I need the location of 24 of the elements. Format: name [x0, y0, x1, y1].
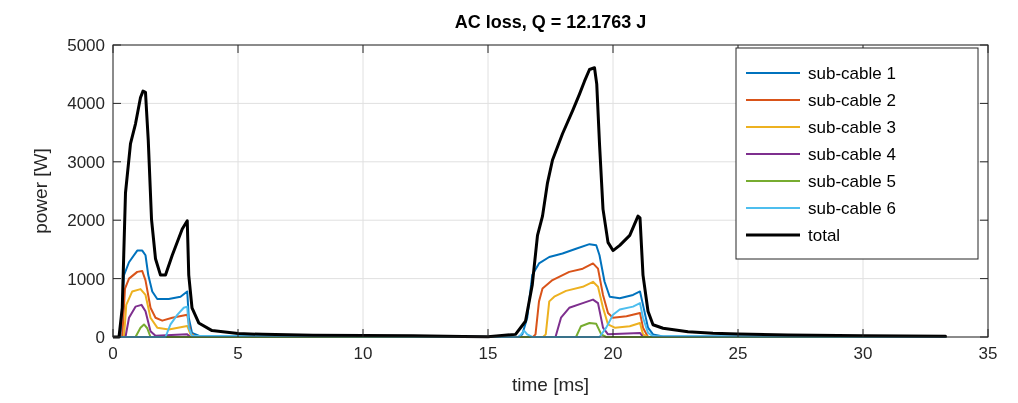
x-tick-label: 15	[478, 344, 498, 363]
y-tick-label: 5000	[67, 35, 105, 55]
x-axis-title: time [ms]	[511, 374, 590, 395]
x-tick-label: 10	[353, 344, 373, 363]
y-axis-title: power [W]	[30, 148, 51, 234]
legend-label: sub-cable 4	[808, 144, 896, 164]
legend-label: sub-cable 6	[808, 198, 896, 218]
x-tick-label: 20	[603, 344, 623, 363]
y-tick-label: 3000	[67, 152, 105, 172]
legend-label: sub-cable 2	[808, 90, 896, 110]
legend-label: total	[808, 225, 841, 245]
legend-label: sub-cable 1	[808, 63, 896, 83]
y-tick-label: 2000	[67, 211, 105, 231]
y-tick-label: 0	[95, 327, 105, 347]
x-tick-label: 0	[108, 344, 118, 363]
y-tick-label: 1000	[67, 269, 105, 289]
x-tick-label: 5	[233, 344, 243, 363]
chart-title: AC loss, Q = 12.1763 J	[454, 12, 647, 32]
x-tick-label: 35	[978, 344, 998, 363]
legend-label: sub-cable 3	[808, 117, 896, 137]
x-tick-label: 25	[728, 344, 748, 363]
y-tick-label: 4000	[67, 94, 105, 114]
legend-label: sub-cable 5	[808, 171, 896, 191]
x-tick-label: 30	[853, 344, 873, 363]
